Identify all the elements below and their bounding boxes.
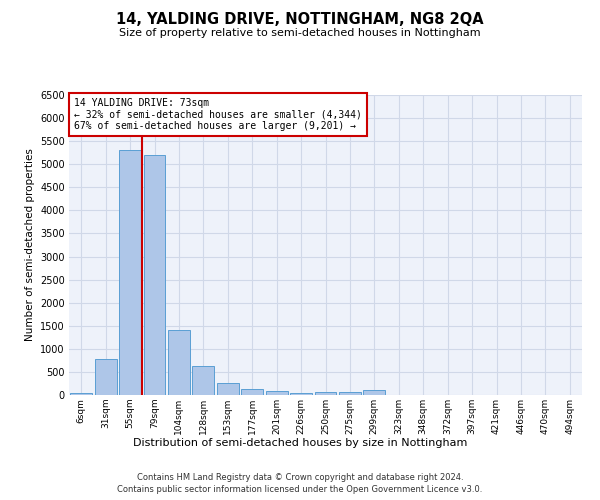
Bar: [364, 390, 385, 395]
Bar: [339, 392, 361, 395]
Text: Distribution of semi-detached houses by size in Nottingham: Distribution of semi-detached houses by …: [133, 438, 467, 448]
Y-axis label: Number of semi-detached properties: Number of semi-detached properties: [25, 148, 35, 342]
Bar: [143, 156, 166, 395]
Bar: [314, 392, 337, 395]
Bar: [95, 359, 116, 395]
Text: Contains HM Land Registry data © Crown copyright and database right 2024.: Contains HM Land Registry data © Crown c…: [137, 473, 463, 482]
Text: Size of property relative to semi-detached houses in Nottingham: Size of property relative to semi-detach…: [119, 28, 481, 38]
Bar: [193, 366, 214, 395]
Bar: [241, 388, 263, 395]
Bar: [119, 150, 141, 395]
Bar: [168, 330, 190, 395]
Bar: [266, 392, 287, 395]
Text: Contains public sector information licensed under the Open Government Licence v3: Contains public sector information licen…: [118, 486, 482, 494]
Text: 14 YALDING DRIVE: 73sqm
← 32% of semi-detached houses are smaller (4,344)
67% of: 14 YALDING DRIVE: 73sqm ← 32% of semi-de…: [74, 98, 362, 131]
Text: 14, YALDING DRIVE, NOTTINGHAM, NG8 2QA: 14, YALDING DRIVE, NOTTINGHAM, NG8 2QA: [116, 12, 484, 28]
Bar: [217, 383, 239, 395]
Bar: [290, 392, 312, 395]
Bar: [70, 392, 92, 395]
